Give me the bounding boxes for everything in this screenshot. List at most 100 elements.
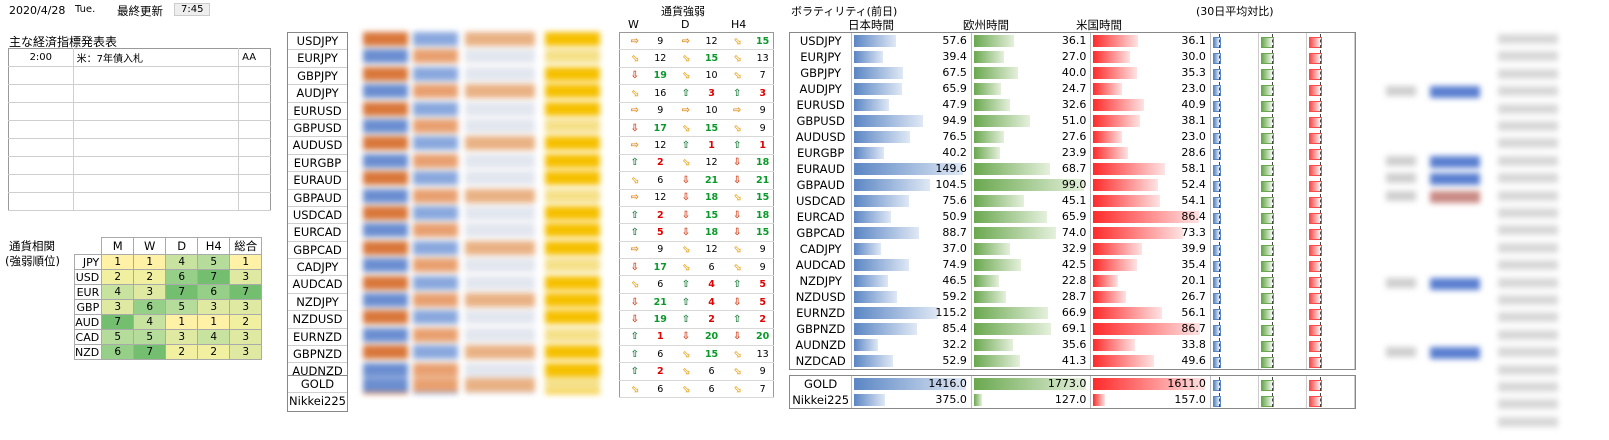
vol-bar-jp: 67.5 bbox=[853, 66, 970, 80]
vol-value: 24.7 bbox=[1061, 82, 1087, 95]
average-marker bbox=[1271, 290, 1273, 304]
arrow-diag-icon: ⬂ bbox=[733, 348, 742, 360]
event-row bbox=[8, 138, 271, 157]
vol-value: 33.8 bbox=[1181, 338, 1206, 351]
ratio-bar bbox=[1308, 162, 1353, 176]
arrow-up-icon: ⇧ bbox=[630, 348, 640, 360]
ratio-bar bbox=[1212, 178, 1257, 192]
arrow-down-icon: ⇩ bbox=[733, 331, 742, 343]
vol-bar-fill bbox=[1093, 99, 1144, 111]
blurred-cell bbox=[363, 275, 408, 290]
blurred-cell bbox=[465, 66, 535, 81]
blurred-cell bbox=[545, 240, 600, 255]
average-marker bbox=[1271, 98, 1273, 112]
corr-cell: 3 bbox=[229, 269, 263, 285]
vol-bar-fill bbox=[854, 378, 967, 390]
vol-value: 36.1 bbox=[1181, 34, 1206, 47]
average-marker bbox=[1218, 82, 1220, 96]
strength-value: 20 bbox=[701, 328, 723, 347]
corr-cell: 6 bbox=[197, 284, 231, 300]
average-marker bbox=[1271, 226, 1273, 240]
vol-bar-fill bbox=[854, 131, 911, 143]
vol-bar-fill bbox=[1093, 275, 1119, 287]
average-marker bbox=[1319, 114, 1321, 128]
corr-cell: 4 bbox=[133, 314, 167, 330]
ratio-bar bbox=[1212, 354, 1257, 368]
volatility-row: NZDJPY 46.5 22.8 20.1 bbox=[790, 273, 1356, 289]
arrow-diag-icon: ⬂ bbox=[630, 53, 640, 65]
strength-arrow-cell: ⇧ bbox=[670, 293, 701, 312]
ratio-bar-fill bbox=[1260, 69, 1274, 80]
vol-bar-eu: 42.5 bbox=[973, 258, 1090, 272]
ratio-bar bbox=[1212, 98, 1257, 112]
strength-value: 17 bbox=[649, 119, 671, 138]
ratio-bar bbox=[1308, 98, 1353, 112]
corr-cell: 1 bbox=[165, 314, 199, 330]
corr-currency: JPY bbox=[73, 254, 103, 270]
vol-bar-fill bbox=[973, 99, 1011, 111]
strength-value: 2 bbox=[649, 206, 671, 225]
blurred-cell bbox=[1430, 277, 1480, 290]
vol-value: 99.0 bbox=[1061, 178, 1087, 191]
blurred-cell bbox=[465, 275, 535, 290]
pair-label: AUDUSD bbox=[288, 137, 347, 155]
vol-bar-fill bbox=[973, 339, 1014, 351]
vol-value: 1773.0 bbox=[1047, 377, 1087, 390]
vol-bar-eu: 35.6 bbox=[973, 338, 1090, 352]
vol-bar-fill bbox=[973, 163, 1051, 175]
strength-row: ⇨ 12 ⇩ 18 ⬂ 15 bbox=[619, 189, 774, 207]
average-marker bbox=[1218, 50, 1220, 64]
blurred-cell bbox=[1498, 260, 1558, 271]
event-time bbox=[8, 192, 74, 211]
ratio-bar-fill bbox=[1212, 325, 1221, 336]
blurred-cell bbox=[465, 378, 535, 392]
blurred-cell bbox=[413, 49, 458, 64]
vol-value: 39.9 bbox=[1181, 242, 1206, 255]
arrow-up-icon: ⇧ bbox=[681, 140, 691, 152]
event-row bbox=[8, 192, 271, 211]
arrow-down-icon: ⇩ bbox=[681, 192, 691, 204]
strength-value: 1 bbox=[752, 136, 774, 155]
arrow-down-icon: ⇩ bbox=[630, 296, 640, 308]
strength-row: ⬂ 12 ⬂ 15 ⬂ 13 bbox=[619, 49, 774, 68]
ratio-bar-fill bbox=[1212, 293, 1221, 304]
average-marker bbox=[1319, 322, 1321, 336]
vol-value: 73.3 bbox=[1181, 226, 1206, 239]
average-marker bbox=[1271, 34, 1273, 48]
ratio-bar-fill bbox=[1260, 325, 1274, 336]
arrow-down-icon: ⇩ bbox=[681, 226, 691, 238]
corr-cell: 2 bbox=[229, 314, 263, 330]
vol-bar-fill bbox=[854, 195, 910, 207]
strength-value: 6 bbox=[701, 258, 723, 277]
ratio-bar bbox=[1308, 226, 1353, 240]
vol-bar-fill bbox=[973, 147, 1001, 159]
event-time bbox=[8, 174, 74, 193]
strength-value: 2 bbox=[701, 310, 723, 329]
pair-label: EURJPY bbox=[288, 50, 347, 68]
vol-bar-us: 23.0 bbox=[1092, 130, 1209, 144]
vol-bar-jp: 74.9 bbox=[853, 258, 970, 272]
ratio-bar-fill bbox=[1212, 149, 1221, 160]
strength-arrow-cell: ⬂ bbox=[670, 258, 701, 277]
vol-pair: EURGBP bbox=[790, 145, 853, 161]
vol-value: 37.0 bbox=[942, 242, 967, 255]
vol-bar-jp: 52.9 bbox=[853, 354, 970, 368]
average-marker bbox=[1319, 306, 1321, 320]
vol-bar-fill bbox=[854, 67, 904, 79]
vol-value: 32.9 bbox=[1061, 242, 1087, 255]
blurred-cell bbox=[1430, 86, 1480, 99]
blurred-cell bbox=[413, 275, 458, 290]
average-marker bbox=[1218, 354, 1220, 368]
blurred-cell bbox=[413, 119, 458, 133]
vol-pair: AUDNZD bbox=[790, 337, 853, 353]
average-marker bbox=[1319, 82, 1321, 96]
blurred-cell bbox=[1386, 173, 1416, 184]
arrow-right-icon: ⇨ bbox=[630, 244, 640, 256]
strength-value: 9 bbox=[752, 102, 774, 120]
vol-bar-fill bbox=[1093, 195, 1160, 207]
corr-cell: 6 bbox=[165, 269, 199, 285]
arrow-down-icon: ⇩ bbox=[733, 296, 742, 308]
ratio-bar-fill bbox=[1308, 117, 1322, 128]
arrow-diag-icon: ⬂ bbox=[733, 35, 742, 47]
ratio-bar-fill bbox=[1308, 229, 1322, 240]
